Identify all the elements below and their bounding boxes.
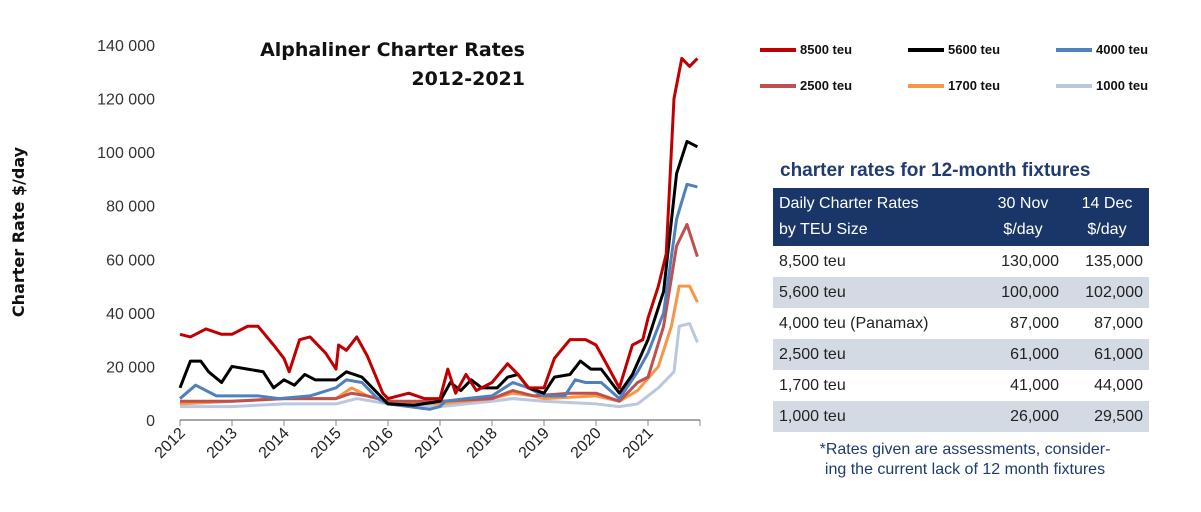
size-cell: 8,500 teu [779, 252, 846, 270]
x-tick-label: 2015 [308, 425, 345, 462]
nov30-cell: 130,000 [1001, 252, 1059, 270]
legend-label: 8500 teu [800, 42, 853, 57]
footnote: *Rates given are assessments, consider-i… [819, 441, 1111, 478]
line-chart: 0 20 000 40 000 60 000 80 000 100 000 120 000 1… [9, 38, 701, 462]
legend-item: 4000 teu [1056, 42, 1148, 57]
legend-swatch [760, 47, 796, 52]
table-header-row: Daily Charter Rates by TEU Size 30 Nov $/d… [773, 188, 1149, 246]
nov30-cell: 26,000 [981, 401, 1065, 432]
legend-swatch [1056, 83, 1092, 88]
legend-label: 1000 teu [1096, 78, 1149, 93]
nov30-cell: 87,000 [1010, 314, 1059, 332]
x-tick-label: 2017 [412, 425, 449, 462]
size-cell: 1,000 teu [773, 401, 981, 432]
table-title: charter rates for 12-month fixtures [780, 160, 1091, 181]
size-cell: 5,600 teu [773, 277, 981, 308]
legend-swatch [760, 83, 796, 88]
series-line-1000-teu [180, 322, 699, 409]
x-tick-label: 2014 [256, 425, 293, 462]
y-tick-label: 120 000 [97, 92, 155, 109]
y-tick-label: 80 000 [106, 199, 155, 216]
nov30-cell: 100,000 [981, 277, 1065, 308]
dec14-cell: 44,000 [1094, 376, 1143, 394]
dec14-cell: 87,000 [1094, 314, 1143, 332]
x-tick-label: 2019 [516, 425, 553, 462]
dec14-cell: 61,000 [1065, 339, 1149, 370]
y-tick-label: 60 000 [106, 252, 155, 269]
x-tick-label: 2020 [568, 425, 605, 462]
series-line-5600-teu [178, 139, 699, 407]
table-row: 5,600 teu 100,000 102,000 [773, 277, 1149, 308]
legend-item: 1000 teu [1056, 78, 1148, 93]
legend-item: 8500 teu [760, 42, 852, 57]
legend-label: 1700 teu [948, 78, 1001, 93]
x-tick-label: 2012 [152, 425, 189, 462]
legend-item: 5600 teu [908, 42, 1000, 57]
legend-swatch [908, 83, 944, 88]
x-tick-label: 2021 [620, 425, 657, 462]
dec14-cell: 102,000 [1065, 277, 1149, 308]
size-cell: 4,000 teu (Panamax) [779, 314, 929, 332]
y-axis-label: Charter Rate $/day [9, 146, 28, 317]
x-tick-label: 2013 [204, 425, 241, 462]
legend-item: 2500 teu [760, 78, 852, 93]
y-tick-label: 140 000 [97, 38, 155, 55]
dec14-cell: 29,500 [1065, 401, 1149, 432]
size-cell: 1,700 teu [779, 376, 846, 394]
header-14dec: 14 Dec $/day [1065, 188, 1149, 246]
chart-subtitle: 2012-2021 [411, 68, 525, 90]
y-tick-label: 40 000 [106, 306, 155, 323]
header-size: Daily Charter Rates by TEU Size [773, 188, 981, 246]
legend-label: 5600 teu [948, 42, 1001, 57]
x-tick-label: 2016 [360, 425, 397, 462]
header-30nov: 30 Nov $/day [981, 188, 1065, 246]
table-row: 1,700 teu 41,000 44,000 [773, 370, 1149, 401]
y-tick-label: 20 000 [106, 359, 155, 376]
table-row: 1,000 teu 26,000 29,500 [773, 401, 1149, 432]
table-row: 8,500 teu 130,000 135,000 [773, 246, 1149, 277]
legend-label: 2500 teu [800, 78, 853, 93]
legend-swatch [1056, 47, 1092, 52]
chart-title: Alphaliner Charter Rates [260, 39, 525, 61]
dec14-cell: 135,000 [1085, 252, 1143, 270]
x-tick-label: 2018 [464, 425, 501, 462]
legend-label: 4000 teu [1096, 42, 1149, 57]
legend-item: 1700 teu [908, 78, 1000, 93]
series-line-8500-teu [179, 56, 699, 401]
charter-rates-table: Daily Charter Rates by TEU Size 30 Nov $/d… [773, 188, 1149, 432]
series-line-2500-teu [180, 222, 699, 403]
nov30-cell: 61,000 [981, 339, 1065, 370]
size-cell: 2,500 teu [773, 339, 981, 370]
y-tick-label: 0 [146, 413, 155, 430]
table-row: 2,500 teu 61,000 61,000 [773, 339, 1149, 370]
nov30-cell: 41,000 [1010, 376, 1059, 394]
y-tick-label: 100 000 [97, 145, 155, 162]
table-row: 4,000 teu (Panamax) 87,000 87,000 [773, 308, 1149, 339]
legend-swatch [908, 47, 944, 52]
series-line-4000-teu [179, 182, 698, 411]
